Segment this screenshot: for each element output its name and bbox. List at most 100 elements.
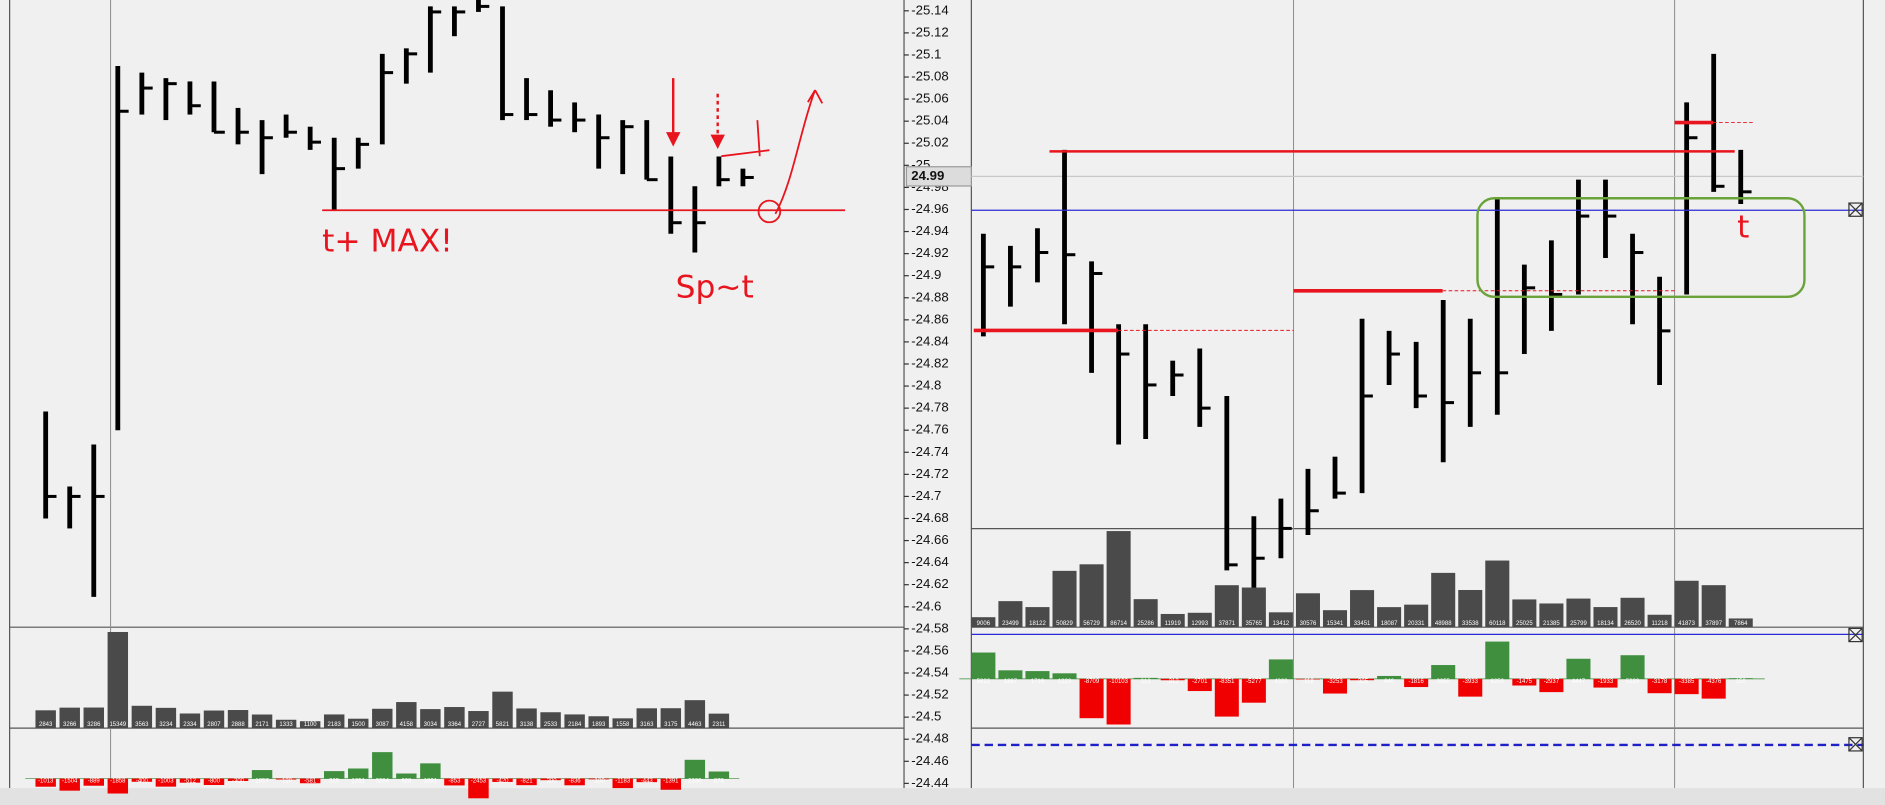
volume-bar — [1566, 598, 1591, 628]
axis-tick-label: -24.46 — [911, 753, 948, 768]
axis-tick-label: -24.84 — [911, 333, 948, 348]
volume-bar — [1539, 603, 1564, 628]
volume-bar — [564, 714, 585, 729]
delta-bar — [1350, 678, 1375, 681]
axis-tick-label: -25.1 — [911, 46, 941, 61]
volume-label: 3563 — [135, 722, 149, 728]
delta-label: -312 — [1167, 679, 1180, 685]
annotation-drawings — [322, 78, 1864, 752]
delta-bar — [1539, 678, 1564, 693]
volume-bar — [1620, 597, 1645, 628]
volume-label: 11919 — [1165, 621, 1182, 627]
delta-bar — [35, 778, 56, 787]
current-price-label: 24.99 — [911, 168, 944, 183]
volume-label: 86714 — [1110, 621, 1127, 627]
volume-bar — [1404, 604, 1429, 628]
axis-tick-label: -24.96 — [911, 201, 948, 216]
delta-bar — [275, 778, 297, 780]
volume-label: 1893 — [592, 722, 606, 728]
axis-tick-label: -24.9 — [911, 267, 941, 282]
delta-label: -100 — [593, 779, 606, 785]
delta-label: -3933 — [1463, 679, 1479, 685]
axis-tick-label: -24.94 — [911, 223, 948, 238]
axis-tick-label: -24.64 — [911, 554, 948, 569]
axis-tick-label: -24.66 — [911, 532, 948, 547]
delta-label: 640 — [1384, 679, 1395, 685]
delta-bar — [323, 771, 345, 779]
delta-bar — [1431, 665, 1456, 679]
delta-bar — [1187, 678, 1212, 692]
volume-label: 18134 — [1597, 621, 1614, 627]
volume-bar — [35, 710, 56, 729]
delta-bar — [1701, 678, 1726, 699]
delta-label: -1183 — [615, 779, 631, 785]
volume-bar — [348, 718, 369, 729]
delta-label: -305 — [1356, 679, 1369, 685]
volume-bar — [708, 713, 730, 729]
annotation-text: Sp~t — [676, 269, 754, 305]
delta-bar — [1647, 678, 1672, 694]
volume-label: 3163 — [640, 722, 654, 728]
delta-label: -1475 — [1517, 679, 1533, 685]
axis-tick-label: -25.08 — [911, 69, 948, 84]
volume-bar — [998, 601, 1023, 628]
delta-bar — [59, 778, 80, 791]
volume-label: 1500 — [352, 722, 366, 728]
delta-bar — [1106, 678, 1131, 725]
volume-bar — [155, 707, 177, 729]
delta-label: -2937 — [1544, 679, 1560, 685]
delta-bar — [1593, 678, 1618, 688]
delta-bar — [1377, 675, 1402, 679]
delta-label: 925 — [329, 779, 340, 785]
volume-label: 15341 — [1327, 621, 1344, 627]
volume-label: 25025 — [1516, 621, 1533, 627]
volume-bar — [1052, 570, 1077, 628]
axis-tick-label: -24.76 — [911, 422, 948, 437]
delta-label: -118 — [1302, 679, 1314, 685]
volume-bar — [1728, 618, 1753, 628]
volume-bar — [1377, 607, 1402, 628]
delta-bar — [396, 773, 417, 779]
delta-bar — [564, 778, 585, 786]
delta-bar — [131, 778, 153, 782]
volume-label: 2807 — [207, 722, 221, 728]
axis-tick-label: -25.02 — [911, 135, 948, 150]
axis-tick-label: -24.62 — [911, 576, 948, 591]
delta-bar — [348, 768, 369, 779]
delta-bar — [492, 778, 513, 782]
volume-label: 3175 — [664, 722, 678, 728]
volume-label: 2183 — [328, 722, 342, 728]
volume-bar — [1647, 614, 1672, 628]
delta-label: 2330 — [688, 779, 702, 785]
axis-tick-label: -24.74 — [911, 444, 948, 459]
delta-bar — [708, 771, 730, 779]
delta-label: 3055 — [1437, 679, 1451, 685]
delta-bar — [107, 778, 129, 794]
volume-label: 20331 — [1408, 621, 1425, 627]
volume-bar — [179, 713, 201, 729]
axis-tick-label: -24.8 — [911, 378, 941, 393]
scrollbar[interactable] — [0, 788, 1885, 805]
axis-tick-label: -24.92 — [911, 245, 948, 260]
delta-label: -1816 — [1408, 679, 1424, 685]
delta-bar — [516, 778, 537, 786]
delta-label: -2453 — [471, 779, 487, 785]
delta-bar — [1620, 655, 1645, 679]
volume-bar — [444, 707, 465, 729]
volume-bar — [660, 708, 682, 729]
delta-label: -8351 — [1219, 679, 1235, 685]
volume-bar — [251, 714, 273, 729]
volume-label: 33451 — [1354, 621, 1371, 627]
delta-bar — [1566, 658, 1591, 679]
delta-bar — [420, 763, 441, 779]
volume-label: 26520 — [1624, 621, 1641, 627]
delta-bar — [1322, 678, 1348, 694]
delta-bar — [83, 778, 104, 786]
delta-label: 1716 — [1031, 679, 1045, 685]
delta-label: -512 — [184, 779, 197, 785]
volume-label: 1558 — [616, 722, 630, 728]
volume-bar — [468, 711, 489, 729]
delta-bar — [971, 652, 996, 679]
volume-bar — [107, 631, 129, 729]
